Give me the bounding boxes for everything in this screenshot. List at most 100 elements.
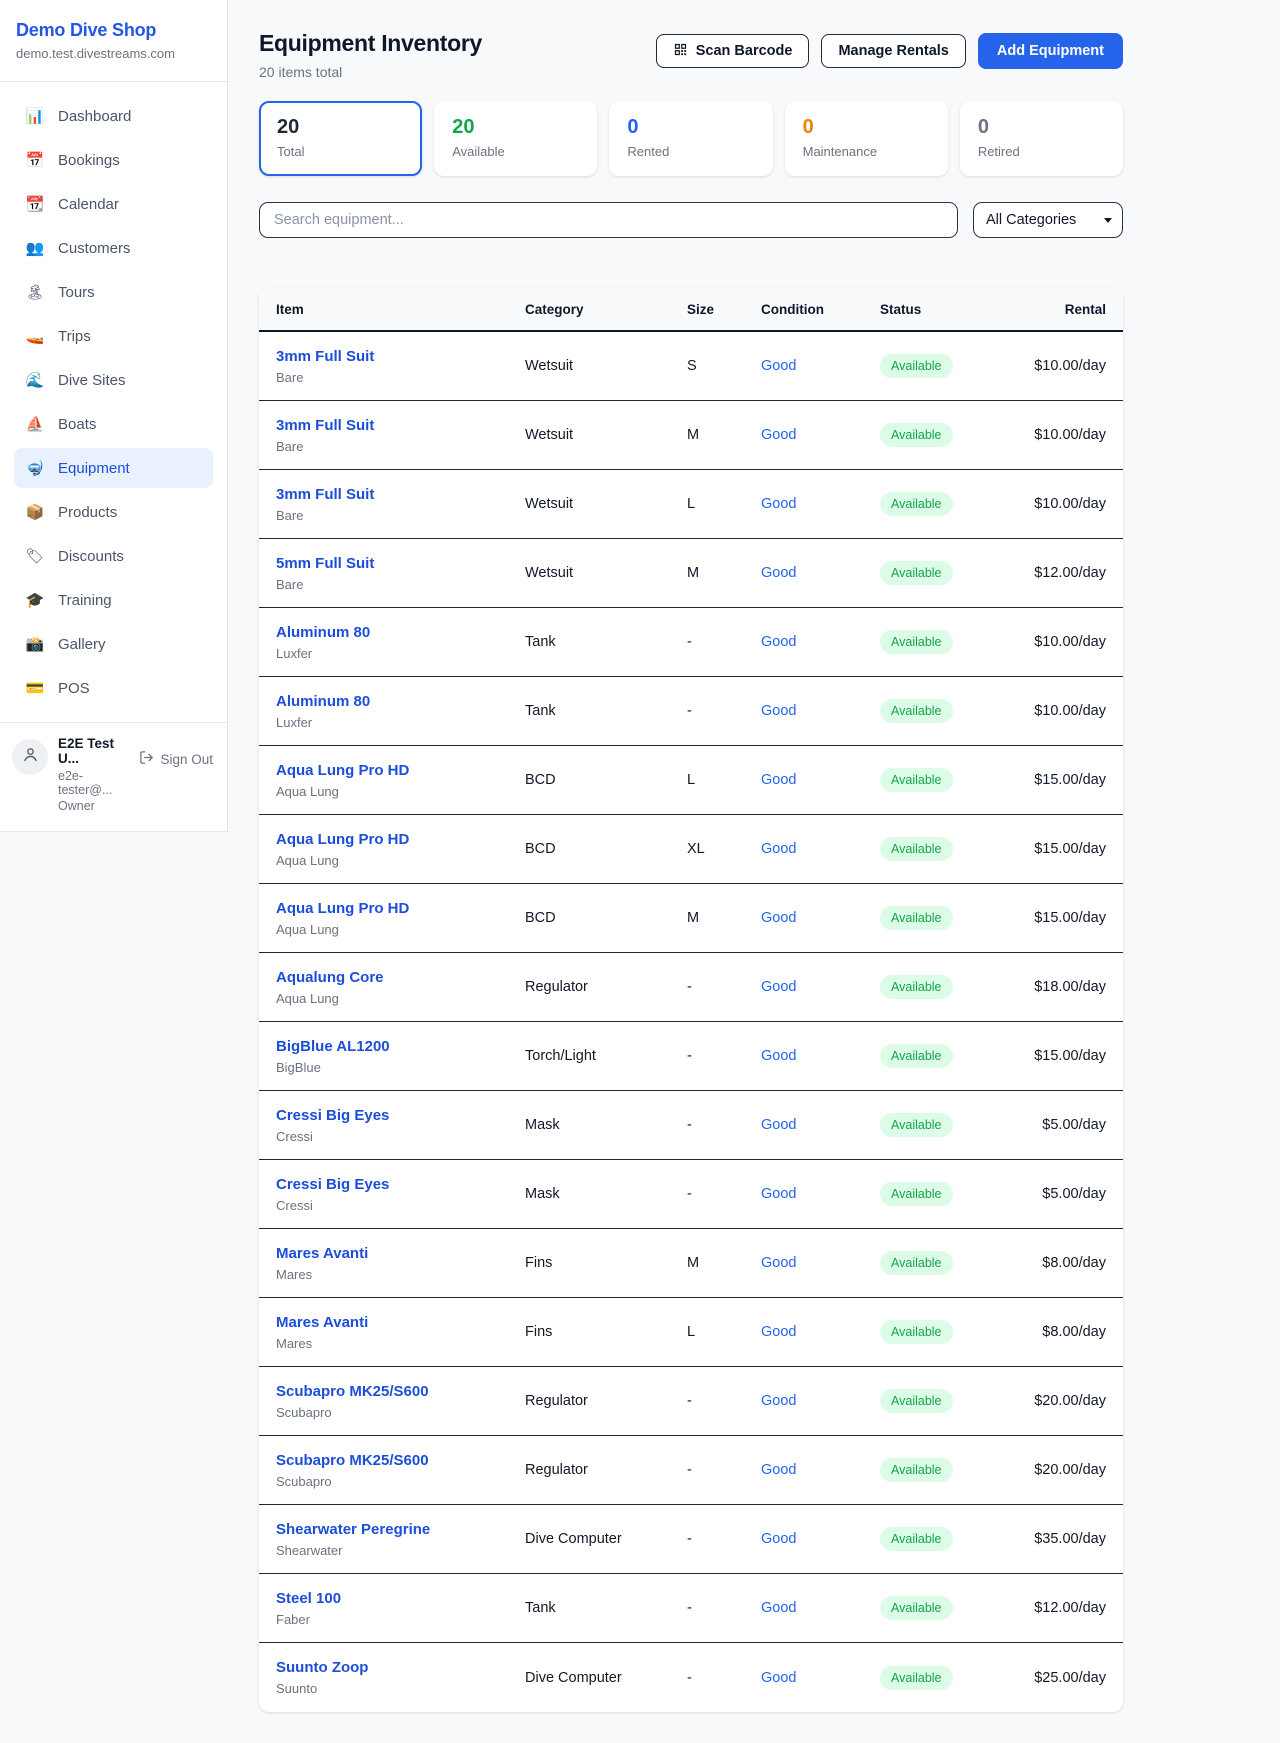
sidebar-item-boats[interactable]: ⛵ Boats (14, 404, 213, 444)
sidebar-item-tours[interactable]: 🏝 Tours (14, 272, 213, 312)
item-category: Tank (525, 703, 556, 719)
item-condition-link[interactable]: Good (761, 1531, 797, 1547)
stat-label: Maintenance (802, 144, 878, 159)
item-size: XL (687, 841, 705, 857)
item-name-link[interactable]: 3mm Full Suit (276, 416, 375, 434)
item-rental-rate: $10.00/day (1034, 427, 1106, 443)
item-name-link[interactable]: Cressi Big Eyes (276, 1175, 390, 1193)
brand-block: Demo Dive Shop demo.test.divestreams.com (0, 0, 227, 61)
sign-out-button[interactable]: Sign Out (139, 750, 213, 768)
item-condition-link[interactable]: Good (761, 1462, 797, 1478)
stat-card-total[interactable]: 20 Total (259, 101, 423, 176)
item-category: BCD (525, 910, 556, 926)
item-name-link[interactable]: Aqua Lung Pro HD (276, 899, 410, 917)
item-name-link[interactable]: BigBlue AL1200 (276, 1037, 390, 1055)
sidebar-item-trips[interactable]: 🚤 Trips (14, 316, 213, 356)
sidebar-item-dive-sites[interactable]: 🌊 Dive Sites (14, 360, 213, 400)
item-name-link[interactable]: 3mm Full Suit (276, 485, 375, 503)
item-condition-link[interactable]: Good (761, 1117, 797, 1133)
item-category: Dive Computer (525, 1669, 622, 1686)
sidebar-item-label: Products (58, 503, 118, 521)
stat-card-retired[interactable]: 0 Retired (959, 101, 1124, 176)
item-name-link[interactable]: 5mm Full Suit (276, 554, 375, 572)
status-badge: Available (880, 1458, 953, 1482)
item-condition-link[interactable]: Good (761, 1186, 797, 1202)
item-name-link[interactable]: Suunto Zoop (276, 1659, 369, 1676)
item-rental-rate: $25.00/day (1034, 1669, 1106, 1686)
sidebar-item-discounts[interactable]: 🏷 Discounts (14, 536, 213, 576)
item-name-link[interactable]: Scubapro MK25/S600 (276, 1451, 429, 1469)
sidebar-item-label: Gallery (58, 635, 106, 653)
item-condition-link[interactable]: Good (761, 634, 797, 650)
item-rental-rate: $12.00/day (1034, 565, 1106, 581)
item-name-link[interactable]: Mares Avanti (276, 1313, 369, 1331)
item-name-link[interactable]: Aqua Lung Pro HD (276, 761, 410, 779)
item-condition-link[interactable]: Good (761, 565, 797, 581)
sidebar-item-dashboard[interactable]: 📊 Dashboard (14, 96, 213, 136)
stat-card-maintenance[interactable]: 0 Maintenance (784, 101, 948, 176)
item-condition-link[interactable]: Good (761, 427, 797, 443)
sidebar-item-calendar[interactable]: 📆 Calendar (14, 184, 213, 224)
sidebar-item-label: Discounts (58, 547, 124, 565)
sidebar-item-bookings[interactable]: 📅 Bookings (14, 140, 213, 180)
item-condition-link[interactable]: Good (761, 841, 797, 857)
item-rental-rate: $15.00/day (1034, 1048, 1106, 1064)
item-name-link[interactable]: Cressi Big Eyes (276, 1106, 390, 1124)
sidebar-item-products[interactable]: 📦 Products (14, 492, 213, 532)
manage-rentals-button[interactable]: Manage Rentals (821, 34, 966, 68)
status-badge: Available (880, 1665, 953, 1690)
tours-island-icon: 🏝 (25, 284, 45, 301)
category-select[interactable]: All Categories (973, 202, 1123, 238)
customers-icon: 👥 (25, 240, 45, 257)
item-name-link[interactable]: Aqua Lung Pro HD (276, 830, 410, 848)
page-header: Equipment Inventory 20 items total Scan … (259, 30, 1123, 80)
main-content: Equipment Inventory 20 items total Scan … (259, 0, 1124, 1743)
item-condition-link[interactable]: Good (761, 910, 797, 926)
item-condition-link[interactable]: Good (761, 1393, 797, 1409)
item-condition-link[interactable]: Good (761, 1600, 797, 1616)
item-size: - (687, 1462, 692, 1478)
item-condition-link[interactable]: Good (761, 496, 797, 512)
stat-value: 0 (802, 116, 814, 138)
item-brand: Bare (276, 438, 304, 454)
item-name-link[interactable]: Steel 100 (276, 1589, 342, 1607)
sidebar-item-label: Training (58, 591, 112, 609)
item-condition-link[interactable]: Good (761, 1324, 797, 1340)
item-name-link[interactable]: Shearwater Peregrine (276, 1520, 431, 1538)
item-name-link[interactable]: Scubapro MK25/S600 (276, 1382, 429, 1400)
table-row: Aqualung Core Aqua Lung Regulator - Good… (259, 953, 1123, 1022)
item-size: L (687, 772, 696, 788)
stat-card-rented[interactable]: 0 Rented (609, 101, 773, 176)
item-brand: Suunto (276, 1681, 318, 1696)
item-category: Mask (525, 1117, 560, 1133)
sidebar-item-pos[interactable]: 💳 POS (14, 668, 213, 708)
item-name-link[interactable]: 3mm Full Suit (276, 347, 375, 365)
add-equipment-button[interactable]: Add Equipment (977, 33, 1123, 69)
scan-barcode-label: Scan Barcode (695, 43, 793, 59)
sidebar-item-customers[interactable]: 👥 Customers (14, 228, 213, 268)
item-condition-link[interactable]: Good (761, 1048, 797, 1064)
item-name-link[interactable]: Aluminum 80 (276, 692, 371, 710)
table-row: 3mm Full Suit Bare Wetsuit M Good Availa… (259, 401, 1123, 470)
item-condition-link[interactable]: Good (761, 703, 797, 719)
stat-card-available[interactable]: 20 Available (434, 101, 598, 176)
item-rental-rate: $5.00/day (1042, 1117, 1106, 1133)
scan-barcode-button[interactable]: Scan Barcode (655, 34, 810, 68)
search-input[interactable] (259, 202, 958, 238)
item-condition-link[interactable]: Good (761, 1255, 797, 1271)
item-name-link[interactable]: Aluminum 80 (276, 623, 371, 641)
sidebar-item-gallery[interactable]: 📸 Gallery (14, 624, 213, 664)
sidebar-item-equipment[interactable]: 🤿 Equipment (14, 448, 213, 488)
item-category: Tank (525, 634, 556, 650)
item-category: Dive Computer (525, 1531, 622, 1547)
item-name-link[interactable]: Aqualung Core (276, 968, 384, 986)
status-badge: Available (880, 1251, 953, 1275)
sidebar-item-training[interactable]: 🎓 Training (14, 580, 213, 620)
item-condition-link[interactable]: Good (761, 772, 797, 788)
item-condition-link[interactable]: Good (761, 979, 797, 995)
item-rental-rate: $10.00/day (1034, 358, 1106, 374)
stat-value: 20 (452, 116, 475, 138)
item-name-link[interactable]: Mares Avanti (276, 1244, 369, 1262)
item-condition-link[interactable]: Good (761, 1669, 797, 1686)
item-condition-link[interactable]: Good (761, 358, 797, 374)
